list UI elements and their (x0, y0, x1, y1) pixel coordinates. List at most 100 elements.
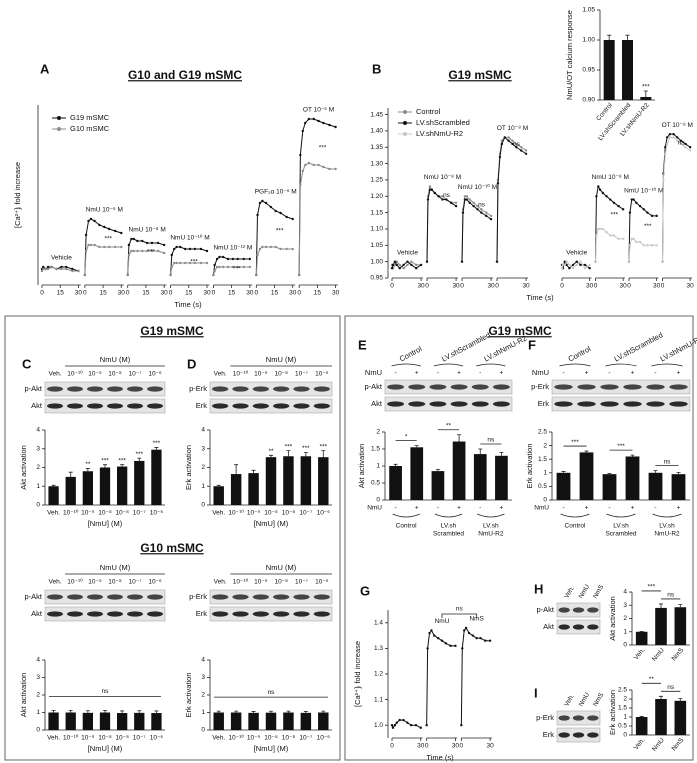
trace-point (638, 204, 642, 208)
trace-point (635, 240, 638, 244)
section-heading: G10 mSMC (140, 541, 204, 555)
trace-point (114, 245, 117, 249)
bar (431, 471, 445, 500)
trace-point (568, 266, 571, 270)
lane-label: 10⁻¹⁰ (233, 370, 249, 378)
legend-marker (403, 121, 407, 125)
blot-strip (209, 398, 333, 414)
lane-label: + (457, 370, 461, 377)
blot-band (623, 401, 642, 407)
trace-point (612, 234, 616, 237)
trace-point (218, 255, 221, 259)
bar (151, 449, 162, 505)
trace-point (183, 261, 187, 265)
trace-point (141, 249, 144, 253)
x-tick-label: NmS (671, 646, 686, 662)
significance: * (405, 433, 408, 440)
blot-strip (44, 606, 166, 622)
blot-band (147, 386, 163, 392)
trace-point (150, 249, 154, 253)
trace-point (162, 251, 166, 255)
trace-point (628, 244, 632, 247)
y-tick-label: 1.5 (538, 456, 547, 463)
x-tick-label: Veh. (633, 647, 647, 662)
x-tick-label: 30 (452, 743, 460, 750)
trace-point (465, 198, 469, 201)
trace-point (428, 188, 432, 191)
x-tick-label: - (608, 505, 610, 512)
group-brace (606, 513, 636, 518)
y-tick-label: 1 (543, 470, 547, 477)
x-tick-label: 30 (417, 743, 425, 750)
x-tick-label: 30 (487, 283, 495, 290)
bar (99, 467, 111, 505)
error-bar (286, 450, 291, 457)
trace-point (44, 267, 47, 271)
trace-point (312, 163, 315, 167)
lane-label: Veh. (48, 371, 61, 378)
stimulus-label: OT 10⁻⁸ M (497, 125, 528, 132)
trace-point (650, 244, 654, 247)
group-brace (652, 513, 682, 518)
x-tick-label: + (415, 505, 419, 512)
significance: *** (118, 457, 126, 464)
y-axis-label: [Ca²⁺]ᵢ fold increase (353, 641, 362, 707)
y-axis-label: Akt activation (19, 445, 28, 490)
trace-point (398, 266, 401, 270)
trace-point (630, 198, 633, 201)
y-tick-label: 2 (36, 464, 40, 471)
error-bar (85, 710, 90, 713)
significance: *** (104, 236, 112, 243)
trace-line (662, 133, 691, 262)
stimulus-label: NmU 10⁻¹⁰ M (624, 186, 663, 194)
blot-strip (44, 398, 166, 414)
trace-point (183, 247, 187, 251)
panel-letter: A (40, 61, 50, 76)
trace-point (393, 724, 397, 727)
x-tick-label: 30 (687, 283, 695, 290)
blot-band (127, 386, 143, 392)
y-tick-label: 1.3 (374, 645, 383, 652)
trace-point (409, 724, 413, 727)
bar (655, 607, 667, 645)
blot-strip (551, 379, 691, 395)
error-bar (103, 464, 107, 468)
trace-point (495, 260, 499, 263)
panel-letter: B (372, 61, 381, 76)
bar (151, 713, 162, 730)
error-bar (68, 471, 73, 477)
trace-point (307, 161, 311, 165)
trace-line (460, 627, 491, 726)
trace-point (215, 265, 219, 269)
significance: *** (276, 228, 284, 235)
panel-letter: G (360, 583, 370, 598)
trace-line (170, 262, 207, 276)
x-tick-label: 0 (83, 290, 87, 297)
stimulus-label: NmU 10⁻⁸ M (592, 174, 629, 181)
trace-point (441, 195, 444, 198)
trace-point (464, 626, 468, 630)
error-bar (68, 710, 73, 713)
trace-point (390, 266, 394, 270)
x-tick-label: 0 (40, 290, 44, 297)
trace-point (454, 644, 457, 648)
trace-line (41, 266, 79, 272)
trace-point (269, 245, 273, 249)
trace-point (436, 636, 440, 640)
lane-label: 10⁻⁷ (295, 579, 309, 586)
x-tick-label: 0 (425, 283, 429, 290)
trace-point (568, 263, 571, 267)
trace-point (561, 263, 565, 267)
lane-label: + (677, 370, 681, 377)
x-tick-label: 30 (332, 290, 340, 297)
x-tick-label: 15 (99, 290, 107, 297)
blot-band (212, 594, 229, 600)
trace-point (179, 245, 182, 249)
bar (300, 456, 312, 505)
trace-point (664, 146, 667, 149)
blot-band (587, 624, 599, 630)
trace-point (672, 132, 675, 136)
blot-band (577, 384, 596, 390)
trace-line (255, 200, 293, 276)
